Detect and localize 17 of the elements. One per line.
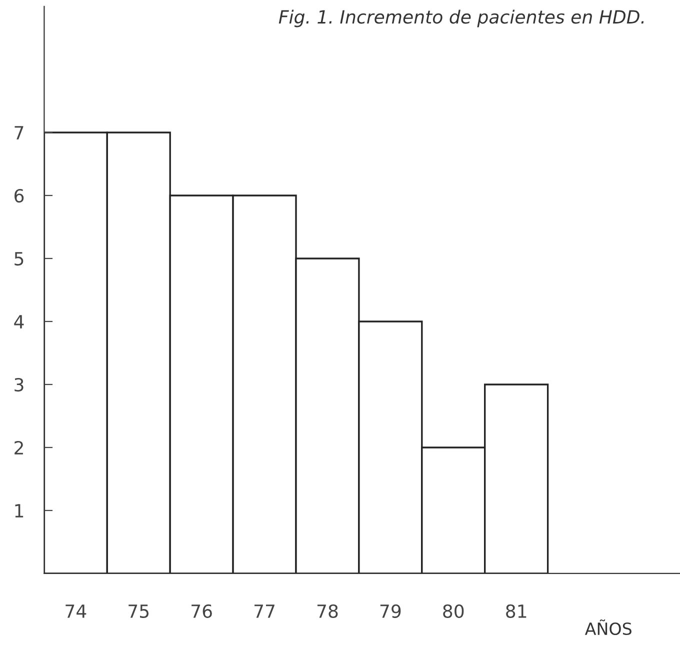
x-tick-label: 76 <box>192 604 212 618</box>
y-tick-label: 4 <box>14 315 24 328</box>
y-tick-label: 5 <box>14 252 24 266</box>
x-tick-label: 75 <box>128 604 149 618</box>
y-tick-label: 6 <box>14 188 24 203</box>
y-tick-label: 7 <box>14 126 24 140</box>
x-axis-title: AÑOS <box>584 620 632 636</box>
x-tick-label: 81 <box>506 604 526 618</box>
x-tick-label: 80 <box>443 604 464 618</box>
x-tick-label: 78 <box>317 604 338 618</box>
x-tick-label: 74 <box>66 604 86 618</box>
y-tick-label: 2 <box>14 440 23 454</box>
y-tick-label: 3 <box>14 378 24 392</box>
x-tick-label: 79 <box>380 604 401 618</box>
chart-title: Fig. 1. Incremento de pacientes en HDD. <box>278 10 644 28</box>
x-tick-label: 77 <box>254 604 274 618</box>
y-tick-label: 1 <box>15 504 24 518</box>
